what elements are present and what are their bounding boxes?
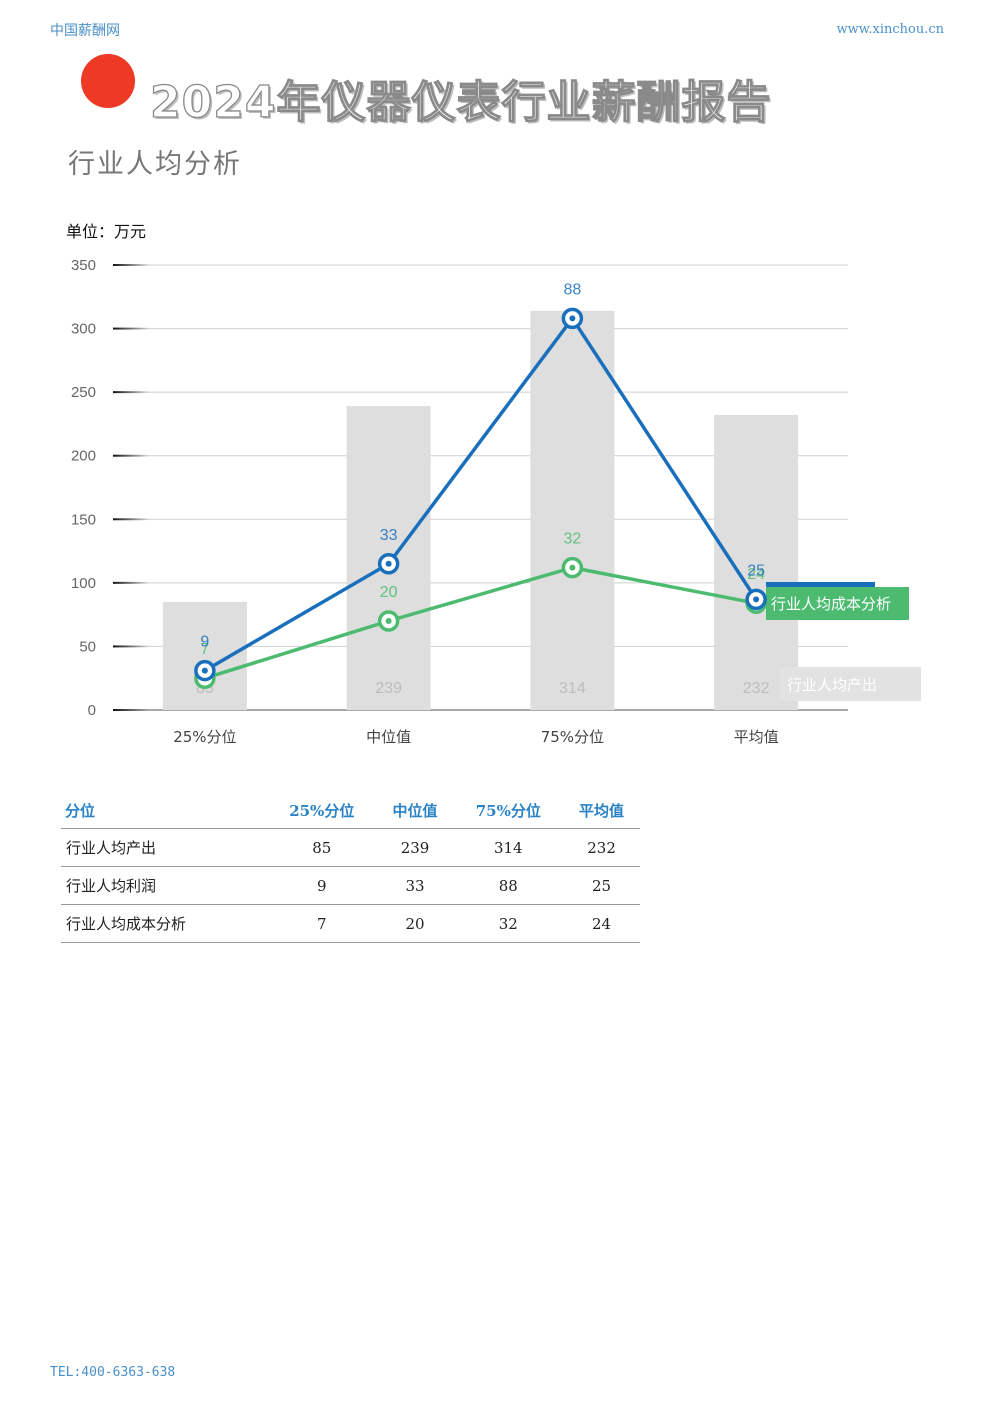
table-row: 行业人均利润 9 33 88 25: [61, 866, 640, 905]
series-line: [204, 565, 757, 680]
legend-label-output: 行业人均产出: [787, 676, 877, 694]
y-tick-label: 50: [79, 638, 96, 655]
line-data-label: 20: [380, 584, 398, 601]
line-point-center: [753, 596, 760, 603]
bar: [714, 415, 799, 710]
table-cell: 85: [266, 828, 377, 867]
x-tick-label: 平均值: [734, 728, 779, 746]
table-cell: 88: [453, 866, 564, 905]
line-data-label: 9: [200, 634, 209, 651]
table-header-cell: 平均值: [563, 792, 640, 829]
line-data-label: 33: [380, 527, 398, 544]
legend-swatch-profit: [766, 582, 875, 589]
line-point-center: [201, 667, 208, 674]
y-tick-mark: [113, 327, 149, 330]
y-tick-label: 200: [71, 448, 96, 465]
legend-swatch-cost: [766, 587, 909, 620]
table-cell: 行业人均成本分析: [61, 904, 267, 943]
line-data-label: 24: [747, 566, 765, 583]
y-tick-mark: [113, 581, 149, 584]
line-data-label: 32: [563, 531, 581, 548]
table-cell: 24: [563, 904, 640, 943]
table-cell: 314: [453, 828, 564, 867]
y-tick-label: 350: [71, 257, 96, 274]
y-tick-label: 100: [71, 575, 96, 592]
x-tick-label: 75%分位: [541, 728, 604, 746]
table-cell: 239: [376, 828, 454, 867]
unit-label: 单位：万元: [66, 222, 147, 241]
line-data-label: 88: [563, 281, 581, 298]
line-point-center: [385, 618, 392, 624]
table-row: 行业人均成本分析 7 20 32 24: [61, 904, 640, 943]
site-name[interactable]: 中国薪酬网: [50, 23, 120, 39]
series-line: [203, 316, 758, 673]
y-tick-mark: [113, 391, 149, 394]
line-point-center: [385, 560, 392, 567]
x-tick-label: 25%分位: [173, 728, 236, 746]
table-header-cell: 25%分位: [266, 792, 377, 829]
section-subtitle: 行业人均分析: [68, 149, 242, 180]
legend-swatch-output: [780, 667, 921, 701]
site-url[interactable]: www.xinchou.cn: [836, 22, 944, 37]
chart: 05010015020025030035025%分位中位值75%分位平均值852…: [71, 257, 921, 746]
y-tick-mark: [113, 518, 149, 521]
table-header-cell: 中位值: [376, 792, 454, 829]
line-data-label: 7: [200, 641, 209, 658]
table-cell: 25: [563, 866, 640, 905]
report-title: 2024年仪器仪表行业薪酬报告: [149, 76, 772, 128]
x-tick-label: 中位值: [366, 728, 411, 746]
legend-label-cost: 行业人均成本分析: [771, 595, 891, 613]
table-header-cell: 75%分位: [453, 792, 564, 829]
table-header-row: 分位 25%分位 中位值 75%分位 平均值: [61, 792, 640, 829]
table-cell: 20: [376, 904, 454, 943]
table-row: 行业人均产出 85 239 314 232: [61, 828, 640, 867]
table-cell: 行业人均产出: [61, 828, 267, 867]
line-point-center: [569, 315, 576, 322]
bar-data-label: 232: [743, 680, 770, 697]
table-cell: 行业人均利润: [61, 866, 267, 905]
bar-data-label: 239: [375, 680, 402, 697]
y-tick-label: 250: [71, 384, 96, 401]
y-tick-label: 0: [88, 702, 96, 719]
table-cell: 33: [376, 866, 454, 905]
table-cell: 9: [266, 866, 377, 905]
table-cell: 32: [453, 904, 564, 943]
y-tick-label: 150: [71, 511, 96, 528]
footer-phone: TEL:400-6363-638: [50, 1365, 176, 1380]
y-tick-mark: [113, 264, 149, 266]
table-header-cell: 分位: [61, 792, 267, 829]
line-point-center: [569, 564, 576, 571]
y-tick-mark: [113, 645, 149, 648]
bar-data-label: 314: [559, 680, 586, 697]
y-tick-mark: [113, 454, 149, 457]
y-tick-label: 300: [71, 321, 96, 338]
title-dot-icon: [81, 54, 135, 108]
data-table: 分位 25%分位 中位值 75%分位 平均值 行业人均产出 85 239 314…: [61, 792, 640, 943]
line-data-label: 25: [747, 562, 765, 579]
bar: [530, 310, 615, 710]
y-tick-mark: [113, 709, 149, 711]
table-cell: 7: [266, 904, 377, 943]
table-cell: 232: [563, 828, 640, 867]
